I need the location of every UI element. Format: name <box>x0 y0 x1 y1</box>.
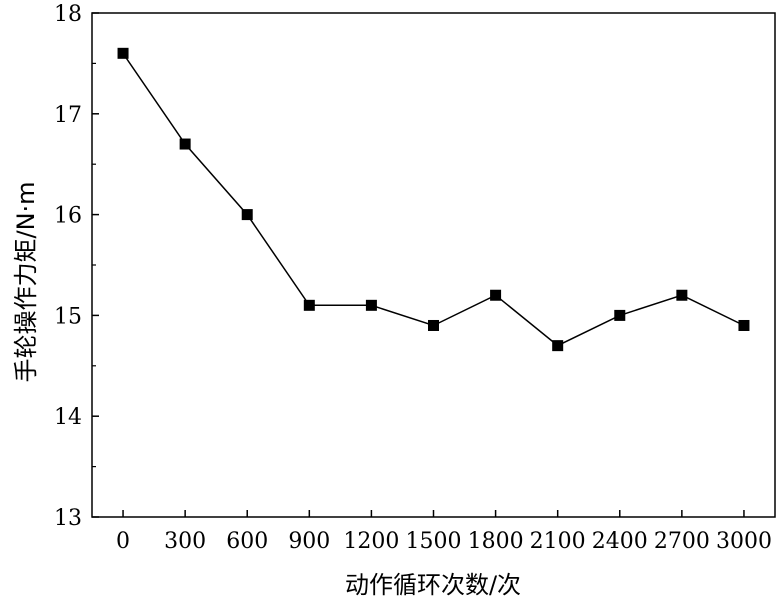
y-axis-title: 手轮操作力矩/N·m <box>12 181 40 382</box>
x-axis-title: 动作循环次数/次 <box>345 571 521 599</box>
plot-frame <box>91 12 776 518</box>
data-point <box>365 299 377 311</box>
series <box>117 47 750 352</box>
y-tick-label: 13 <box>54 506 82 531</box>
axes <box>91 12 776 518</box>
x-tick-label: 2100 <box>530 529 586 554</box>
data-point <box>738 319 750 331</box>
data-point <box>614 309 626 321</box>
data-point <box>179 138 191 150</box>
x-tick-label: 2700 <box>654 529 710 554</box>
x-tick-label: 1500 <box>406 529 462 554</box>
data-point <box>676 289 688 301</box>
series-line <box>122 52 745 347</box>
x-tick-label: 0 <box>116 529 130 554</box>
data-point <box>490 289 502 301</box>
x-tick-label: 3000 <box>716 529 772 554</box>
x-tick-label: 2400 <box>592 529 648 554</box>
data-point <box>428 319 439 331</box>
y-tick-label: 15 <box>54 304 82 329</box>
data-point <box>303 299 315 311</box>
ticks: 13 14 15 16 17 18 0 300 600 900 1200 1500 1800 2100 24… <box>54 2 772 554</box>
y-tick-label: 14 <box>54 405 82 430</box>
y-tick-label: 17 <box>54 103 82 128</box>
x-tick-label: 1800 <box>468 529 524 554</box>
x-tick-label: 900 <box>288 529 330 554</box>
y-tick-label: 18 <box>54 2 82 27</box>
x-tick-label: 1200 <box>343 529 399 554</box>
x-tick-label: 300 <box>164 529 206 554</box>
data-point <box>552 340 564 352</box>
data-point <box>241 209 253 221</box>
x-tick-label: 600 <box>226 529 268 554</box>
data-point <box>117 47 129 59</box>
y-tick-label: 16 <box>54 204 82 229</box>
